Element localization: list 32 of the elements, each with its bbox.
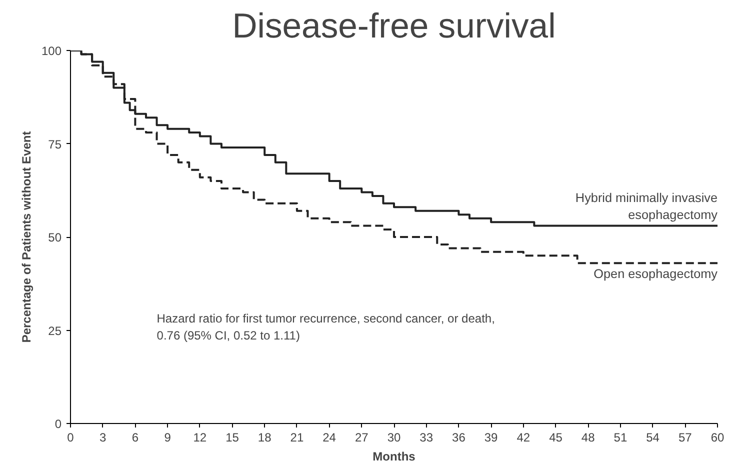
x-tick-label: 24: [322, 430, 336, 444]
x-tick-label: 27: [354, 430, 369, 444]
series-label: Open esophagectomy: [594, 267, 718, 282]
x-tick-label: 12: [193, 430, 207, 444]
x-tick-label: 48: [581, 430, 596, 444]
y-axis-title: Percentage of Patients without Event: [19, 131, 34, 343]
x-tick-label: 36: [452, 430, 466, 444]
y-tick-label: 25: [48, 324, 62, 338]
x-tick-label: 57: [678, 430, 692, 444]
x-tick-label: 33: [420, 430, 434, 444]
x-tick-label: 0: [67, 430, 74, 444]
x-tick-label: 60: [710, 430, 724, 444]
chart-title: Disease-free survival: [232, 8, 556, 46]
x-tick-label: 42: [516, 430, 530, 444]
series-label: Hybrid minimally invasive esophagectomy: [575, 191, 718, 222]
x-tick-label: 51: [614, 430, 628, 444]
annotation: Hazard ratio for first tumor recurrence, second cancer, or death, 0.76 (95% CI, 0.52 to 1.11): [156, 312, 495, 342]
y-tick-label: 0: [54, 417, 62, 431]
x-tick-label: 18: [258, 430, 272, 444]
x-tick-label: 21: [290, 430, 304, 444]
x-tick-label: 3: [100, 430, 107, 444]
x-tick-label: 9: [164, 430, 172, 444]
x-tick-label: 39: [484, 430, 498, 444]
y-tick-label: 100: [41, 44, 62, 58]
x-tick-label: 6: [132, 430, 139, 444]
y-tick-label: 50: [48, 230, 62, 244]
y-tick-label: 75: [48, 137, 62, 152]
x-tick-label: 54: [646, 430, 660, 444]
x-tick-label: 30: [387, 430, 401, 444]
x-tick-label: 15: [226, 430, 240, 444]
x-axis-title: Months: [372, 450, 416, 464]
x-tick-label: 45: [549, 430, 563, 444]
